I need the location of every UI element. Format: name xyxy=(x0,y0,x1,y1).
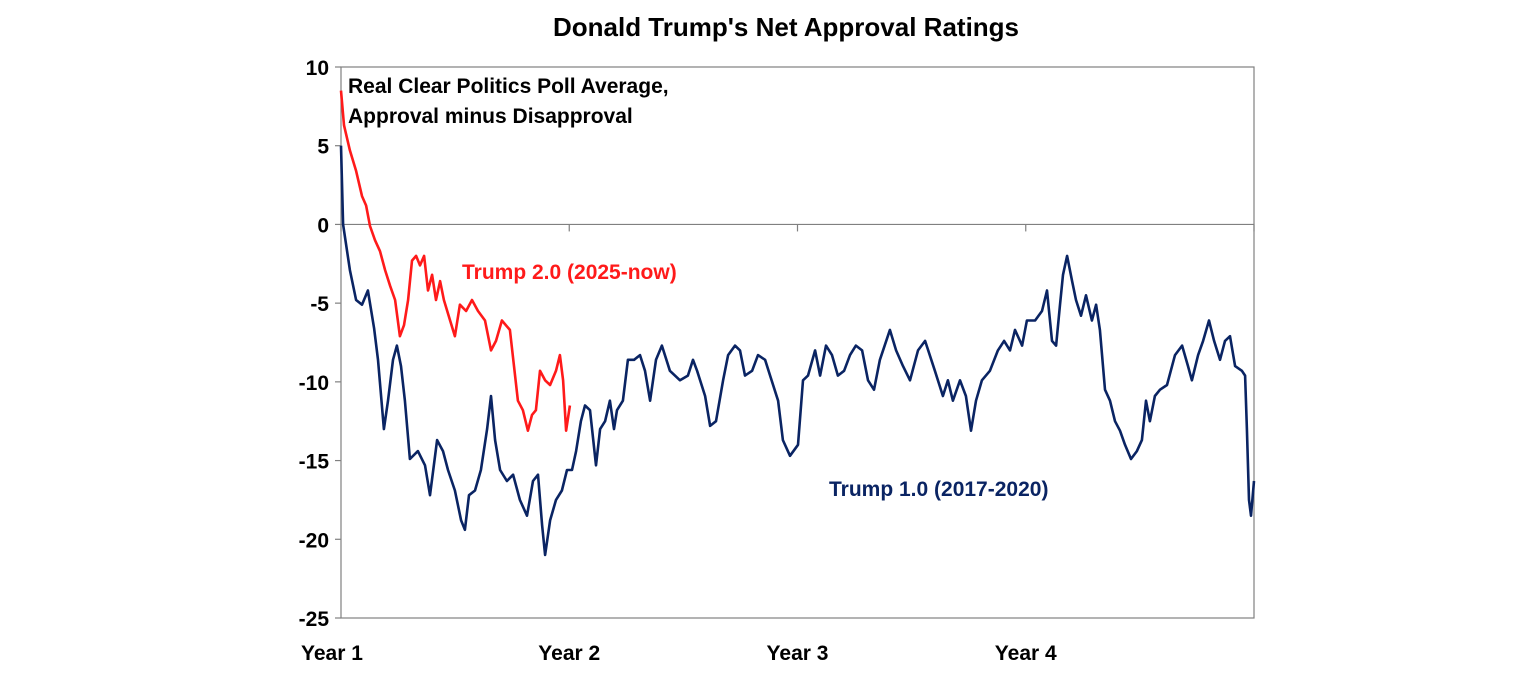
y-tick-label: -25 xyxy=(299,608,330,631)
series-line-trump-2 xyxy=(339,90,572,433)
source-annotation-line-1: Real Clear Politics Poll Average, xyxy=(348,75,669,98)
series-label-trump-2: Trump 2.0 (2025-now) xyxy=(462,261,677,284)
series-line-trump-1 xyxy=(339,145,1256,557)
chart-title: Donald Trump's Net Approval Ratings xyxy=(553,12,1019,42)
source-annotation-line-2: Approval minus Disapproval xyxy=(348,105,633,128)
y-tick-label: -20 xyxy=(299,529,329,552)
plot-frame xyxy=(340,66,1255,619)
x-tick-label: Year 2 xyxy=(538,642,600,665)
y-tick-label: -10 xyxy=(299,372,329,395)
y-tick-label: 5 xyxy=(317,136,329,159)
x-tick-label: Year 1 xyxy=(301,642,363,665)
x-tick-label: Year 3 xyxy=(767,642,829,665)
y-tick-label: -15 xyxy=(299,451,330,474)
y-tick-label: 10 xyxy=(306,57,329,80)
series-label-trump-1: Trump 1.0 (2017-2020) xyxy=(829,478,1048,501)
x-tick-label: Year 4 xyxy=(995,642,1057,665)
y-tick-label: -5 xyxy=(310,293,329,316)
y-tick-label: 0 xyxy=(317,214,329,237)
